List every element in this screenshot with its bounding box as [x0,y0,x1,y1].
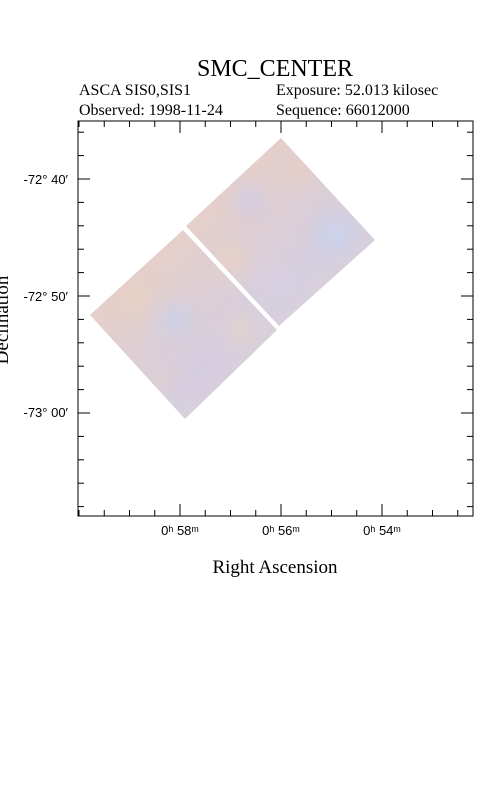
observed: Observed: 1998-11-24 [79,102,223,119]
x-tick-label: 0ʰ 58ᵐ [161,523,199,538]
sky-image [90,138,375,419]
ticks [78,121,473,516]
y-axis-label: Declination [0,275,13,364]
title: SMC_CENTER [197,56,353,82]
x-axis-label: Right Ascension [212,557,338,578]
y-tick-label: -72° 40′ [24,172,69,187]
plot-frame [77,120,474,517]
x-tick-label: 0ʰ 56ᵐ [262,523,300,538]
instrument: ASCA SIS0,SIS1 [79,82,191,99]
x-tick-label: 0ʰ 54ᵐ [363,523,401,538]
y-tick-label: -73° 00′ [24,405,69,420]
exposure: Exposure: 52.013 kilosec [276,82,438,99]
sequence: Sequence: 66012000 [276,102,410,119]
y-tick-label: -72° 50′ [24,289,69,304]
